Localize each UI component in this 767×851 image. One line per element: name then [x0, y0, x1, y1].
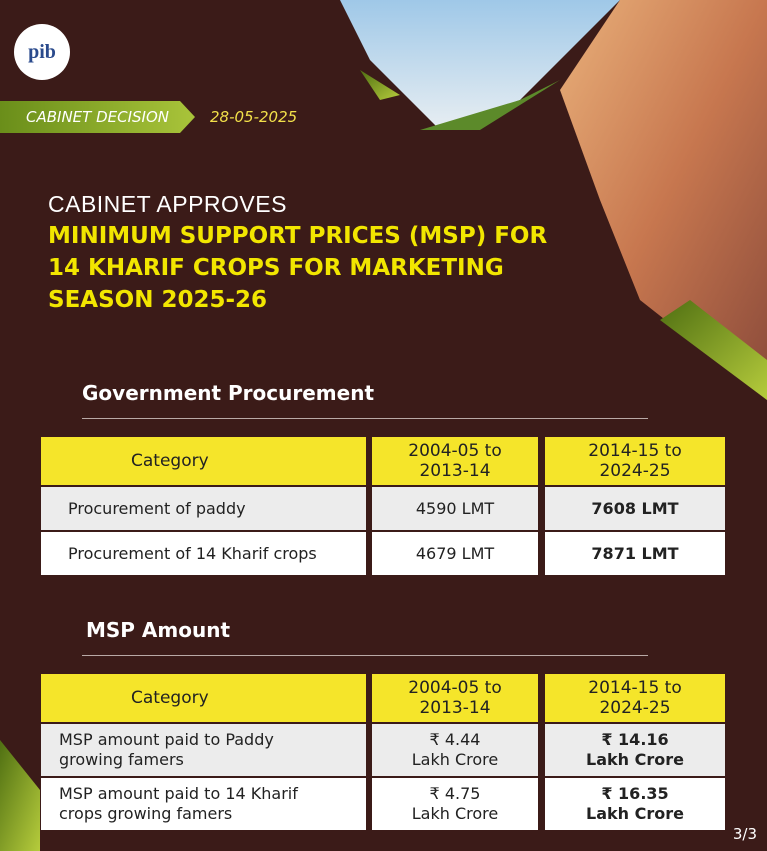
photo-crop	[420, 80, 560, 130]
cell-line: ₹ 4.75	[429, 784, 481, 803]
table-cell: ₹ 14.16 Lakh Crore	[545, 724, 725, 776]
cell-line: 2004-05 to	[408, 678, 502, 698]
cell-line: 2013-14	[419, 461, 491, 481]
cell-line: crops growing famers	[59, 804, 233, 823]
title-lead: CABINET APPROVES	[48, 191, 287, 217]
cell-line: 2004-05 to	[408, 441, 502, 461]
table-cell: 7871 LMT	[545, 532, 725, 575]
table-cell: 4679 LMT	[372, 532, 538, 575]
table-header: 2004-05 to 2013-14	[372, 437, 538, 485]
section-heading: Government Procurement	[82, 381, 375, 405]
section-heading: MSP Amount	[86, 618, 231, 642]
table-cell: Procurement of paddy	[41, 487, 366, 530]
divider	[82, 418, 648, 419]
table-header: 2014-15 to 2024-25	[545, 437, 725, 485]
accent	[660, 300, 767, 400]
title-line: 14 KHARIF CROPS FOR MARKETING	[48, 255, 504, 281]
cell-line: Lakh Crore	[411, 804, 499, 823]
accent	[0, 740, 40, 851]
cell-line: growing famers	[59, 750, 184, 769]
table-cell: MSP amount paid to 14 Kharif crops growin…	[41, 778, 366, 830]
cell-line: Lakh Crore	[411, 750, 499, 769]
table-header: Category	[41, 437, 366, 485]
cell-line: 2014-15 to	[588, 441, 682, 461]
page-number: 3/3	[732, 825, 757, 843]
table-cell: ₹ 16.35 Lakh Crore	[545, 778, 725, 830]
table-cell: 4590 LMT	[372, 487, 538, 530]
cell-line: ₹ 4.44	[429, 730, 481, 749]
table-header: 2004-05 to 2013-14	[372, 674, 538, 722]
cell-line: Lakh Crore	[586, 750, 684, 769]
table-header: Category	[41, 674, 366, 722]
photo-field	[340, 0, 620, 130]
table-cell: ₹ 4.44 Lakh Crore	[372, 724, 538, 776]
cell-line: 2013-14	[419, 698, 491, 718]
cell-line: ₹ 16.35	[601, 784, 669, 803]
logo: pib	[14, 24, 70, 80]
cell-line: MSP amount paid to Paddy	[59, 730, 274, 749]
table-cell: MSP amount paid to Paddy growing famers	[41, 724, 366, 776]
table-cell: Procurement of 14 Kharif crops	[41, 532, 366, 575]
table-cell: 7608 LMT	[545, 487, 725, 530]
cell-line: 2014-15 to	[588, 678, 682, 698]
cell-line: Lakh Crore	[586, 804, 684, 823]
title-line: SEASON 2025-26	[48, 287, 268, 313]
title-line: MINIMUM SUPPORT PRICES (MSP) FOR	[48, 223, 548, 249]
cell-line: 2024-25	[599, 698, 671, 718]
photo-family	[560, 0, 767, 400]
date: 28-05-2025	[210, 108, 298, 126]
cell-line: MSP amount paid to 14 Kharif	[59, 784, 298, 803]
table-cell: ₹ 4.75 Lakh Crore	[372, 778, 538, 830]
tag: CABINET DECISION	[0, 101, 195, 133]
cell-line: 2024-25	[599, 461, 671, 481]
cell-line: ₹ 14.16	[601, 730, 669, 749]
table-header: 2014-15 to 2024-25	[545, 674, 725, 722]
divider	[82, 655, 648, 656]
accent	[360, 70, 400, 100]
